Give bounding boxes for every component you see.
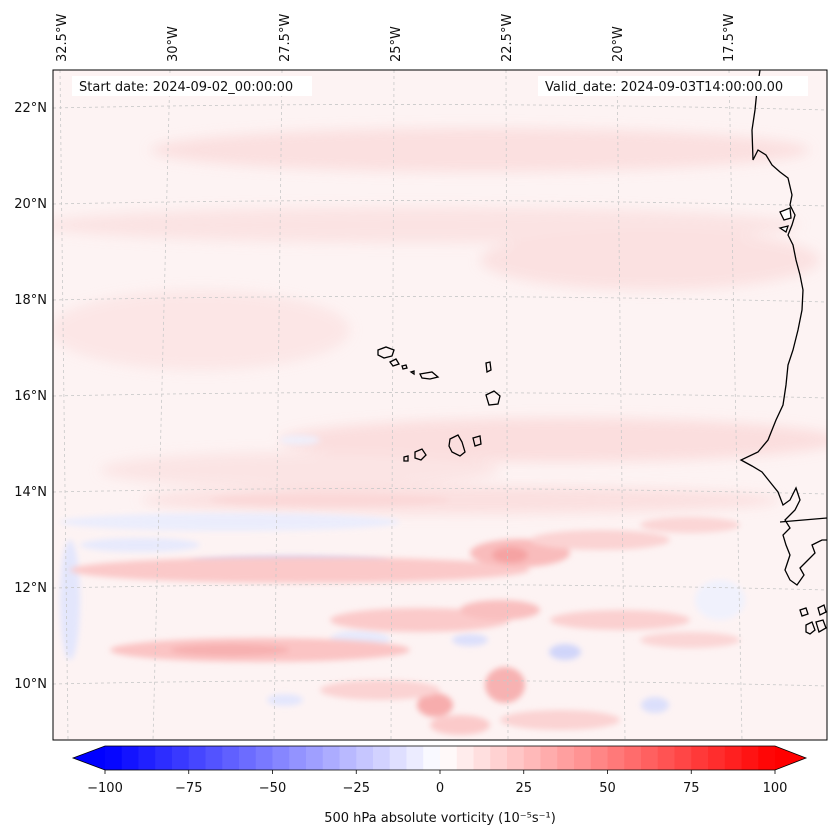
colorbar-cell: [222, 746, 240, 770]
colorbar-cell: [239, 746, 257, 770]
colorbar-tick-label: 100: [763, 781, 788, 796]
colorbar-tick-label: 25: [515, 781, 532, 796]
colorbar-cell: [289, 746, 307, 770]
colorbar-ticks: [104, 770, 776, 774]
colorbar-cell: [691, 746, 709, 770]
island-outline: [389, 358, 400, 367]
island-outline: [419, 371, 440, 380]
colorbar: −100 −75 −50 −25 0 25 50 75 100 500 hPa …: [71, 745, 808, 826]
map-panel: Start date: 2024-09-02_00:00:00 Valid_da…: [14, 14, 828, 741]
lat-label: 22°N: [14, 101, 47, 116]
colorbar-cell: [641, 746, 659, 770]
colorbar-cell: [188, 746, 206, 770]
island-outline: [409, 370, 415, 376]
land-outlines: [377, 70, 827, 635]
colorbar-cell: [607, 746, 625, 770]
colorbar-cell: [758, 746, 776, 770]
colorbar-cell: [473, 746, 491, 770]
island-outline: [414, 448, 427, 461]
graticule: [53, 70, 827, 740]
colorbar-cell: [339, 746, 357, 770]
start-date-label: Start date: 2024-09-02_00:00:00: [79, 80, 293, 95]
colorbar-tick-label: −25: [343, 781, 370, 796]
valid-date-box: Valid_date: 2024-09-03T14:00:00.00: [538, 76, 808, 96]
island-outline: [485, 390, 501, 406]
lat-label: 12°N: [14, 581, 47, 596]
colorbar-cell: [406, 746, 424, 770]
colorbar-cells: [105, 746, 776, 770]
island-outline: [403, 455, 409, 462]
lon-label: 30°W: [166, 26, 181, 62]
vorticity-field: [53, 128, 827, 735]
colorbar-cell: [540, 746, 558, 770]
colorbar-cell: [121, 746, 139, 770]
colorbar-cell: [724, 746, 742, 770]
start-date-box: Start date: 2024-09-02_00:00:00: [72, 76, 312, 96]
colorbar-cell: [389, 746, 407, 770]
colorbar-cell: [456, 746, 474, 770]
island-outline: [799, 607, 809, 617]
colorbar-cell: [155, 746, 173, 770]
colorbar-low-extend: [73, 746, 105, 770]
island-outline: [805, 621, 816, 635]
colorbar-cell: [490, 746, 508, 770]
colorbar-cell: [574, 746, 592, 770]
valid-date-label: Valid_date: 2024-09-03T14:00:00.00: [545, 80, 783, 95]
colorbar-cell: [172, 746, 190, 770]
colorbar-cell: [741, 746, 759, 770]
colorbar-cell: [523, 746, 541, 770]
colorbar-cell: [423, 746, 441, 770]
colorbar-cell: [373, 746, 391, 770]
lat-label: 20°N: [14, 197, 47, 212]
colorbar-cell: [557, 746, 575, 770]
colorbar-cell: [272, 746, 290, 770]
lat-label: 14°N: [14, 485, 47, 500]
colorbar-high-extend: [775, 746, 806, 770]
island-outline: [401, 364, 408, 370]
colorbar-tick-label: −50: [259, 781, 286, 796]
colorbar-tick-label: −75: [175, 781, 202, 796]
lon-label: 32.5°W: [55, 14, 70, 62]
colorbar-cell: [708, 746, 726, 770]
island-outline: [448, 434, 466, 457]
longitude-labels: 32.5°W 30°W 27.5°W 25°W 22.5°W 20°W 17.5…: [55, 14, 737, 62]
island-outline: [485, 361, 492, 373]
colorbar-cell: [440, 746, 458, 770]
colorbar-cell: [205, 746, 223, 770]
africa-coastline: [739, 70, 827, 586]
colorbar-tick-label: 75: [683, 781, 700, 796]
colorbar-cell: [255, 746, 273, 770]
colorbar-tick-label: 50: [599, 781, 616, 796]
island-outline: [472, 435, 482, 447]
colorbar-cell: [674, 746, 692, 770]
colorbar-cell: [624, 746, 642, 770]
colorbar-cell: [507, 746, 525, 770]
colorbar-cell: [356, 746, 374, 770]
colorbar-cell: [306, 746, 324, 770]
colorbar-cell: [105, 746, 123, 770]
colorbar-label: 500 hPa absolute vorticity (10⁻⁵s⁻¹): [324, 811, 556, 826]
colorbar-cell: [590, 746, 608, 770]
map-frame: [52, 69, 828, 741]
lon-label: 27.5°W: [278, 14, 293, 62]
island-outline: [377, 346, 395, 359]
lon-label: 17.5°W: [722, 14, 737, 62]
lat-label: 16°N: [14, 389, 47, 404]
lon-label: 22.5°W: [500, 14, 515, 62]
colorbar-cell: [322, 746, 340, 770]
island-outline: [815, 619, 827, 633]
lon-label: 20°W: [611, 26, 626, 62]
colorbar-tick-label: 0: [436, 781, 444, 796]
lat-label: 10°N: [14, 677, 47, 692]
island-outline: [817, 604, 827, 616]
colorbar-tick-label: −100: [87, 781, 123, 796]
lat-label: 18°N: [14, 293, 47, 308]
lon-label: 25°W: [389, 26, 404, 62]
colorbar-cell: [657, 746, 675, 770]
colorbar-cell: [138, 746, 156, 770]
latitude-labels: 22°N 20°N 18°N 16°N 14°N 12°N 10°N: [14, 101, 47, 692]
colorbar-tick-labels: −100 −75 −50 −25 0 25 50 75 100: [87, 781, 787, 796]
